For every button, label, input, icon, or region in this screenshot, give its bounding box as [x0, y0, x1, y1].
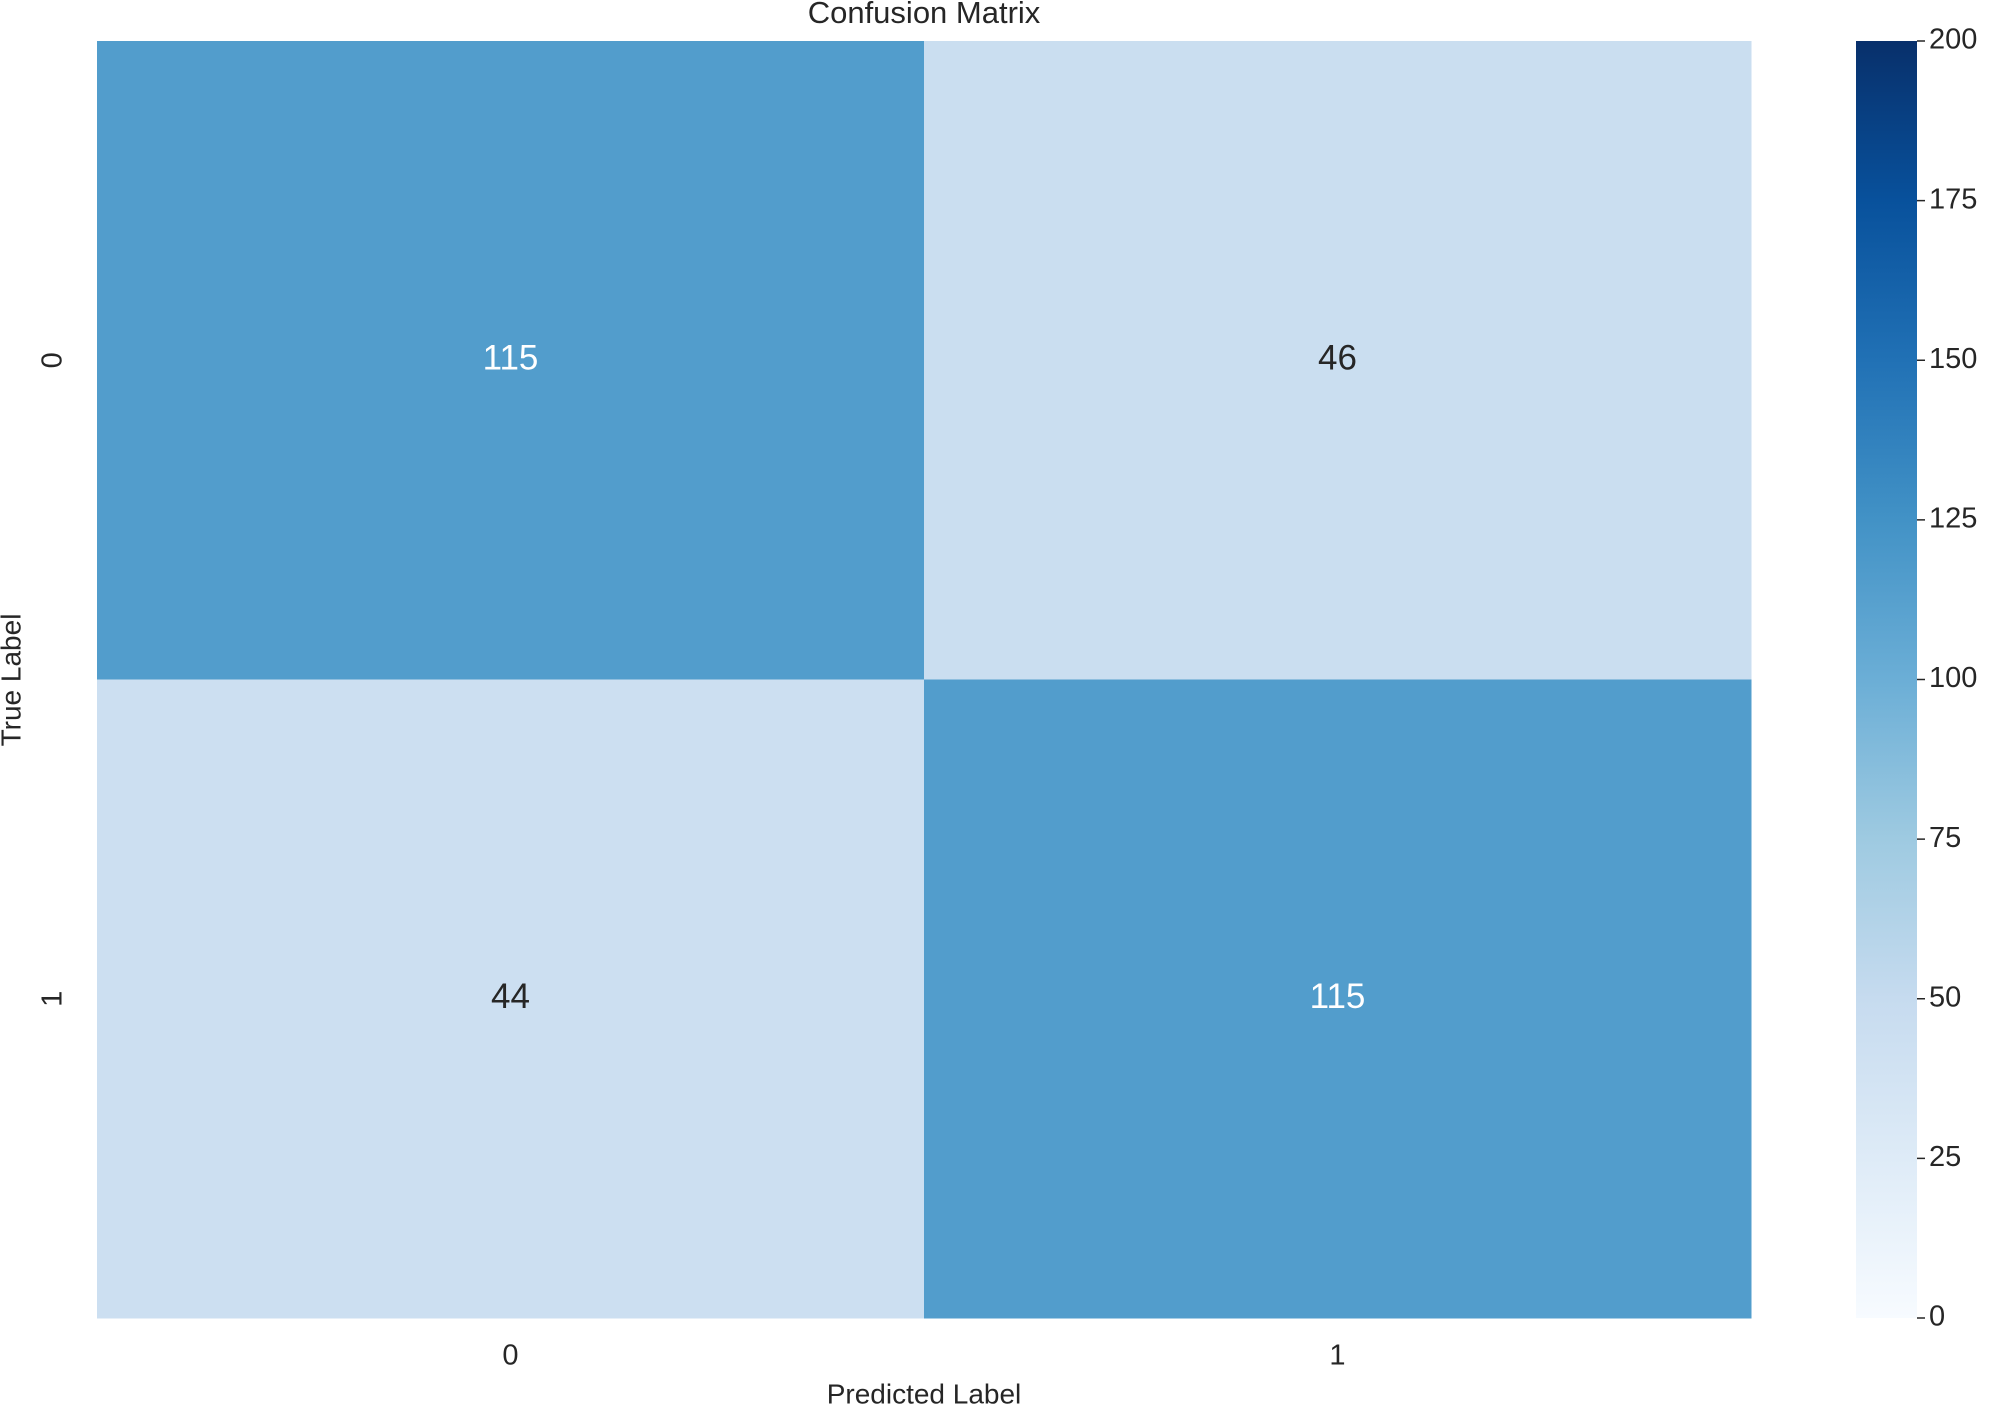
y-axis-label: True Label	[0, 614, 26, 747]
colorbar-tick-label: 150	[1929, 343, 1977, 375]
colorbar-tick-label: 0	[1929, 1301, 1945, 1333]
heatmap-cell	[97, 679, 925, 1319]
colorbar-tick-label: 125	[1929, 503, 1977, 535]
cell-label: 46	[1318, 339, 1357, 378]
y-tick-label: 1	[37, 991, 69, 1007]
cell-label: 44	[491, 977, 530, 1016]
colorbar	[1856, 41, 1917, 1318]
cell-label: 115	[1310, 977, 1366, 1016]
cell-label: 115	[483, 339, 539, 378]
x-axis-label: Predicted Label	[827, 1378, 1022, 1408]
colorbar-tick-label: 100	[1929, 662, 1977, 694]
heatmap-cell	[97, 41, 925, 680]
colorbar-tick-label: 200	[1929, 24, 1977, 56]
colorbar-tick-label: 25	[1929, 1141, 1961, 1173]
x-tick-label: 1	[1329, 1340, 1345, 1372]
chart-title: Confusion Matrix	[808, 0, 1041, 30]
colorbar-tick-label: 75	[1929, 822, 1961, 854]
heatmap-cell	[924, 41, 1752, 680]
colorbar-tick-label: 50	[1929, 981, 1961, 1013]
heatmap-cell	[924, 679, 1752, 1319]
colorbar-tick-label: 175	[1929, 183, 1977, 215]
x-tick-label: 0	[502, 1340, 518, 1372]
y-tick-label: 0	[37, 352, 69, 368]
